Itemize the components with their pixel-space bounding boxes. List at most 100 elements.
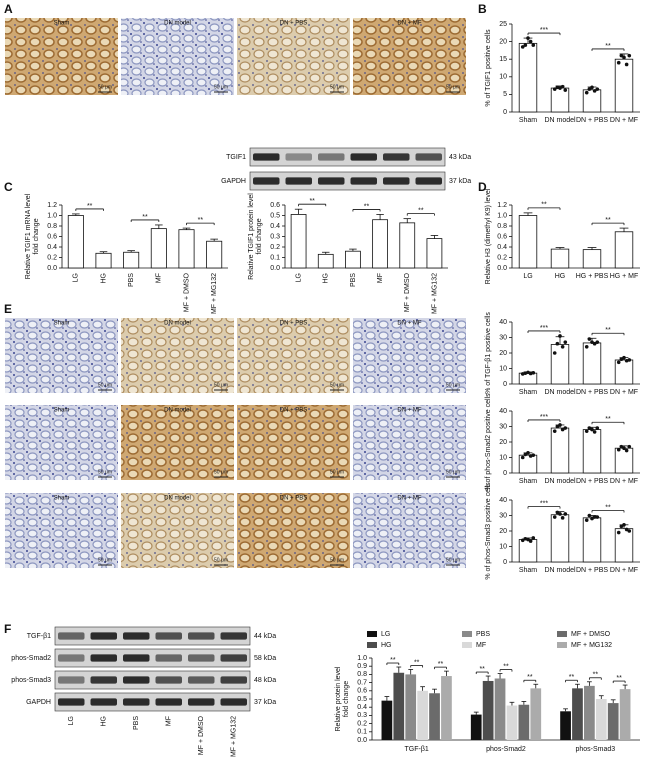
significance-label: ** <box>479 666 485 673</box>
y-axis-label: fold change <box>256 218 263 254</box>
bar <box>582 429 602 474</box>
micrograph <box>5 493 118 568</box>
y-tick-label: 15 <box>499 56 507 63</box>
y-tick-label: 0.2 <box>497 254 507 261</box>
x-tick-label: DN model <box>544 389 576 396</box>
y-tick-label: 0.3 <box>357 712 367 719</box>
bar <box>614 58 634 113</box>
data-point <box>523 452 528 457</box>
micrograph <box>121 18 234 95</box>
data-point <box>560 84 565 89</box>
y-tick-label: 0.6 <box>357 688 367 695</box>
data-point <box>616 530 621 535</box>
blot-size-label: 37 kDa <box>449 178 471 185</box>
y-axis-label: % of phos-Smad3 positive cells <box>485 482 492 580</box>
micrograph <box>237 405 350 480</box>
micrograph <box>5 18 118 95</box>
blot-band <box>58 676 85 684</box>
legend-swatch <box>557 642 567 648</box>
y-axis-label: fold change <box>343 681 350 717</box>
micrograph-label: DN + MF <box>397 321 422 327</box>
micrograph <box>353 18 466 95</box>
significance-label: ** <box>438 661 444 668</box>
y-tick-label: 0 <box>503 559 507 566</box>
bar <box>518 704 530 740</box>
bar <box>560 711 571 740</box>
data-point <box>560 345 565 349</box>
scale-bar-label: 50 μm <box>214 557 228 563</box>
y-tick-label: 30 <box>499 512 507 519</box>
legend-label: MF <box>476 642 486 649</box>
y-tick-label: 10 <box>499 543 507 550</box>
x-tick-label: DN + MF <box>610 117 638 124</box>
data-point <box>592 341 597 346</box>
bar <box>595 699 607 740</box>
data-point <box>560 516 565 520</box>
y-axis-label: % of TGF-β1 positive cells <box>485 312 492 394</box>
bar <box>178 229 195 269</box>
blot-band <box>58 698 85 706</box>
bar <box>530 688 542 740</box>
significance-label: ** <box>605 416 611 423</box>
blot-size-label: 43 kDa <box>449 154 471 161</box>
blot-band <box>58 632 85 640</box>
data-point <box>552 351 557 355</box>
blot-row-label: phos-Smad2 <box>11 655 51 662</box>
x-tick-label: LG <box>295 273 302 282</box>
significance-label: ** <box>605 504 611 511</box>
y-tick-label: 1.2 <box>47 202 57 209</box>
y-tick-label: 30 <box>499 334 507 341</box>
data-point <box>619 444 624 449</box>
data-point <box>526 451 530 455</box>
data-point <box>595 87 600 91</box>
data-point <box>627 444 632 449</box>
blot-band <box>220 632 247 640</box>
blot-band <box>383 177 410 185</box>
y-tick-label: 1.2 <box>497 202 507 209</box>
data-point <box>563 340 568 344</box>
significance-label: ** <box>541 202 547 209</box>
bar <box>417 690 428 740</box>
micrograph-label: Sham <box>54 321 70 327</box>
bar <box>494 678 506 740</box>
data-point <box>584 345 589 349</box>
blot-size-label: 48 kDa <box>254 677 276 684</box>
x-tick-label: Sham <box>519 567 537 574</box>
x-tick-label: phos-Smad3 <box>575 746 615 753</box>
data-point <box>563 426 568 430</box>
blot-band <box>220 654 247 662</box>
micrograph-label: DN + MF <box>397 408 422 414</box>
data-point <box>595 515 600 519</box>
x-tick-label: HG <box>323 273 330 284</box>
micrograph <box>353 493 466 568</box>
bar <box>607 703 619 740</box>
blot-size-label: 58 kDa <box>254 655 276 662</box>
blot-size-label: 37 kDa <box>254 699 276 706</box>
micrograph-label: DN + PBS <box>280 408 308 414</box>
bar <box>550 344 570 385</box>
bar <box>550 427 570 474</box>
blot-band <box>285 177 312 185</box>
data-point <box>624 527 629 532</box>
blot-row-label: GAPDH <box>221 178 246 185</box>
y-tick-label: 0.4 <box>47 244 57 251</box>
y-axis-label: % of TGIF1 positive cells <box>485 29 492 107</box>
scale-bar-label: 50 μm <box>446 84 460 90</box>
y-tick-label: 0.7 <box>357 679 367 686</box>
data-point <box>595 340 600 344</box>
legend-label: LG <box>381 631 390 638</box>
y-tick-label: 0 <box>503 381 507 388</box>
y-tick-label: 40 <box>499 497 507 504</box>
bar <box>372 219 388 269</box>
data-point <box>619 357 624 362</box>
y-tick-label: 0 <box>503 109 507 116</box>
panel-letter: E <box>4 302 12 316</box>
bar <box>206 240 223 269</box>
bar <box>345 250 361 269</box>
blot-band <box>90 698 117 706</box>
data-point <box>616 60 621 65</box>
significance-label: ** <box>605 43 611 50</box>
blot-lane-label: LG <box>68 716 75 725</box>
data-point <box>520 45 525 49</box>
data-point <box>528 539 533 543</box>
